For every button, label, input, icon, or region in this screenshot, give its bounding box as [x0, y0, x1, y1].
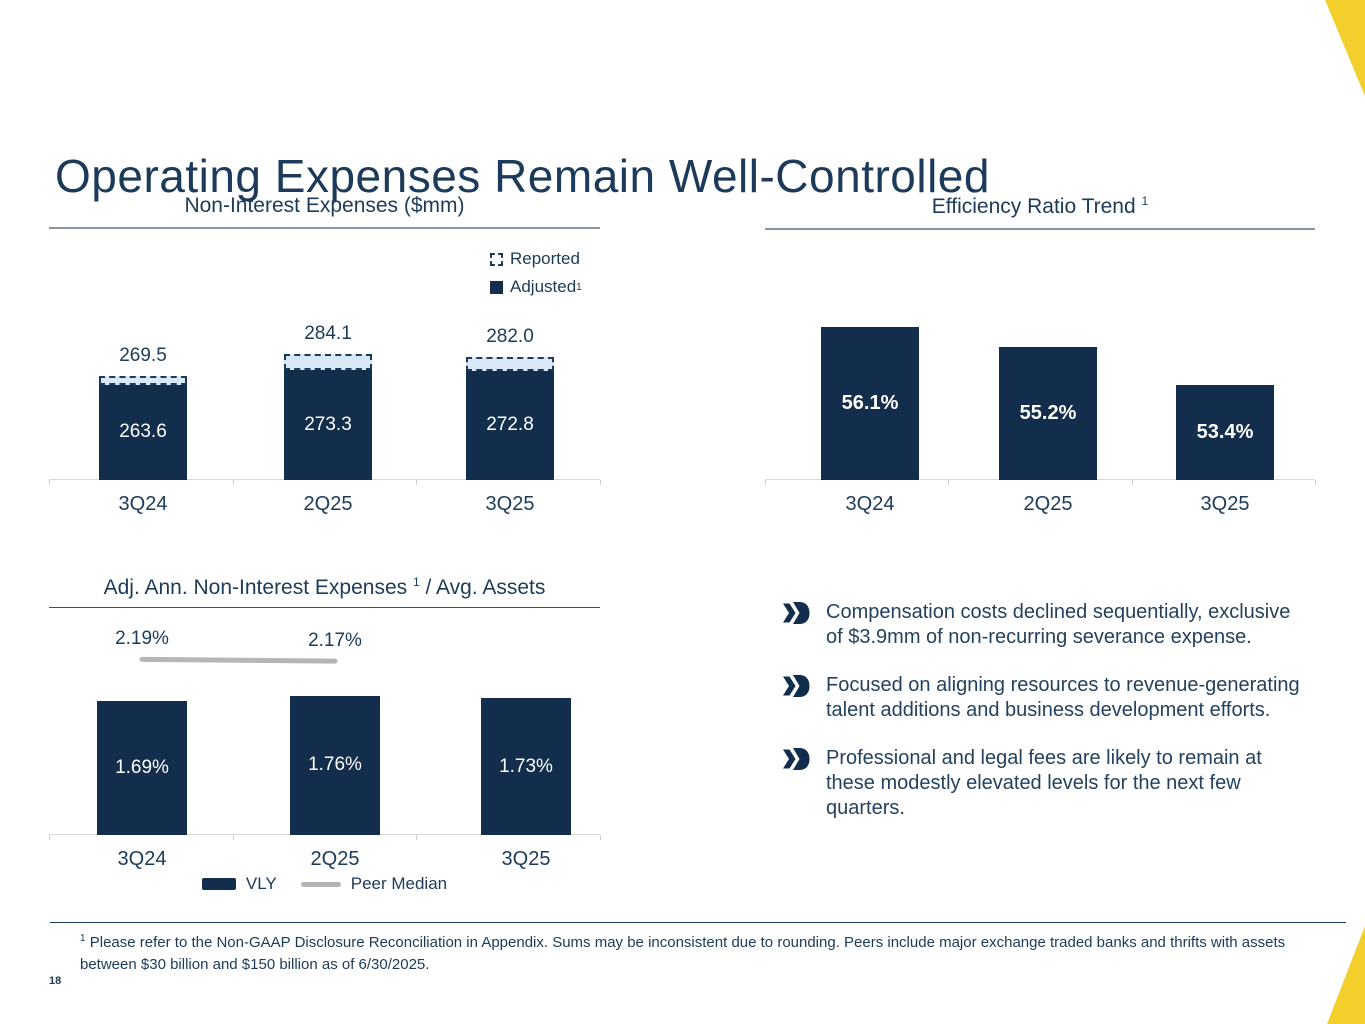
axis-tick	[765, 480, 766, 485]
efficiency-bar-3Q25: 53.4%	[1176, 385, 1274, 480]
footnote-marker: 1	[80, 933, 86, 944]
reported-value-label: 284.1	[304, 322, 352, 344]
reported-cap-2Q25	[284, 353, 372, 370]
reported-value-label: 269.5	[119, 344, 167, 366]
axis-tick	[600, 835, 601, 840]
legend-item-reported: Reported	[490, 249, 582, 269]
vly-bar-3Q24: 1.69%	[97, 701, 187, 835]
axis-tick	[1132, 480, 1133, 485]
efficiency-value-label: 56.1%	[841, 392, 899, 415]
vly-value-label: 1.69%	[115, 757, 169, 779]
chart2-plot-area: 56.1% 3Q24 55.2% 2Q25 53.4% 3Q25	[765, 300, 1316, 515]
x-axis-label-3Q25: 3Q25	[501, 848, 551, 870]
list-item: Professional and legal fees are likely t…	[783, 746, 1305, 821]
footnote-divider	[50, 922, 1346, 923]
adjusted-bar-2Q25: 273.3	[284, 370, 372, 480]
efficiency-bar-2Q25: 55.2%	[999, 346, 1097, 480]
reported-cap-3Q25	[466, 357, 554, 371]
vly-value-label: 1.73%	[499, 755, 553, 777]
adjusted-bar-3Q24: 263.6	[99, 384, 187, 480]
commentary-list: Compensation costs declined sequentially…	[783, 600, 1305, 844]
axis-tick	[948, 480, 949, 485]
page-title: Operating Expenses Remain Well-Controlle…	[55, 149, 990, 202]
x-axis-label-3Q25: 3Q25	[1200, 493, 1250, 515]
x-axis-label-3Q24: 3Q24	[117, 848, 167, 870]
reported-swatch-icon	[490, 252, 503, 266]
legend-adjusted-superscript: 1	[576, 281, 582, 293]
x-axis-label-2Q25: 2Q25	[310, 848, 360, 870]
axis-tick	[49, 835, 50, 840]
axis-tick	[49, 480, 50, 485]
page-number: 18	[49, 975, 62, 987]
vly-bar-3Q25: 1.73%	[481, 698, 571, 835]
axis-tick	[233, 835, 234, 840]
x-axis-label-3Q24: 3Q24	[118, 493, 168, 515]
peer-median-value-label: 2.17%	[308, 630, 362, 652]
reported-value-label: 282.0	[486, 326, 534, 347]
axis-tick	[416, 835, 417, 840]
chart3-legend: VLY Peer Median	[49, 874, 600, 894]
vly-value-label: 1.76%	[308, 754, 362, 776]
chart2-title: Efficiency Ratio Trend 1	[765, 194, 1315, 230]
chart1-title: Non-Interest Expenses ($mm)	[49, 194, 600, 229]
chart1-plot-area: 263.6 269.5 3Q24 273.3 284.1 2Q25 272.8 282.0 3Q…	[49, 232, 601, 515]
axis-tick	[600, 480, 601, 485]
yellow-corner-decoration-bottom	[1327, 926, 1365, 1024]
legend-adjusted-label: Adjusted	[510, 277, 577, 296]
chart3-title: Adj. Ann. Non-Interest Expenses 1 / Avg.…	[49, 575, 600, 608]
chart1-legend: Reported Adjusted 1	[490, 249, 582, 305]
peer-median-swatch-icon	[300, 881, 341, 887]
vly-swatch-icon	[201, 878, 236, 890]
adjusted-value-label: 263.6	[119, 421, 167, 443]
double-chevron-icon	[783, 748, 810, 770]
legend-peer-median-label: Peer Median	[350, 874, 448, 893]
x-axis-label-2Q25: 2Q25	[1023, 493, 1073, 515]
efficiency-value-label: 53.4%	[1196, 421, 1254, 444]
footnote: 1 Please refer to the Non-GAAP Disclosur…	[80, 932, 1312, 976]
chart3-title-suffix: / Avg. Assets	[419, 576, 546, 599]
chart3-title-superscript: 1	[412, 575, 420, 589]
reported-cap-3Q24	[99, 375, 187, 385]
chart1-title-text: Non-Interest Expenses ($mm)	[184, 194, 465, 217]
footnote-text: Please refer to the Non-GAAP Disclosure …	[80, 934, 1286, 973]
yellow-corner-decoration-top	[1325, 0, 1365, 96]
double-chevron-icon	[783, 602, 810, 624]
efficiency-bar-3Q24: 56.1%	[821, 327, 919, 480]
axis-tick	[233, 480, 234, 485]
x-axis-label-3Q25: 3Q25	[485, 493, 535, 515]
adjusted-value-label: 272.8	[486, 414, 534, 436]
adjusted-value-label: 273.3	[304, 414, 352, 435]
axis-tick	[1315, 480, 1316, 485]
bullet-text: Focused on aligning resources to revenue…	[826, 674, 1300, 721]
adjusted-swatch-icon	[490, 280, 503, 294]
x-axis-label-3Q24: 3Q24	[845, 493, 895, 515]
bullet-text: Professional and legal fees are likely t…	[826, 747, 1262, 819]
chart2-title-text: Efficiency Ratio Trend	[931, 195, 1136, 218]
list-item: Compensation costs declined sequentially…	[783, 600, 1305, 650]
x-axis-label-2Q25: 2Q25	[303, 493, 353, 515]
legend-reported-label: Reported	[510, 249, 580, 268]
bullet-text: Compensation costs declined sequentially…	[826, 601, 1291, 648]
axis-tick	[416, 480, 417, 485]
legend-item-adjusted: Adjusted 1	[490, 277, 582, 297]
adjusted-bar-3Q25: 272.8	[466, 370, 554, 480]
legend-vly-label: VLY	[245, 874, 277, 893]
chart2-title-superscript: 1	[1141, 194, 1149, 208]
list-item: Focused on aligning resources to revenue…	[783, 673, 1305, 723]
chart3-plot-area: 1.69% 3Q24 1.76% 2Q25 1.73% 3Q25 2.19% 2.17%	[49, 620, 601, 870]
chart3-title-text: Adj. Ann. Non-Interest Expenses	[103, 576, 408, 599]
peer-median-value-label: 2.19%	[115, 628, 169, 650]
vly-bar-2Q25: 1.76%	[290, 695, 380, 835]
efficiency-value-label: 55.2%	[1019, 401, 1077, 424]
double-chevron-icon	[783, 675, 810, 697]
